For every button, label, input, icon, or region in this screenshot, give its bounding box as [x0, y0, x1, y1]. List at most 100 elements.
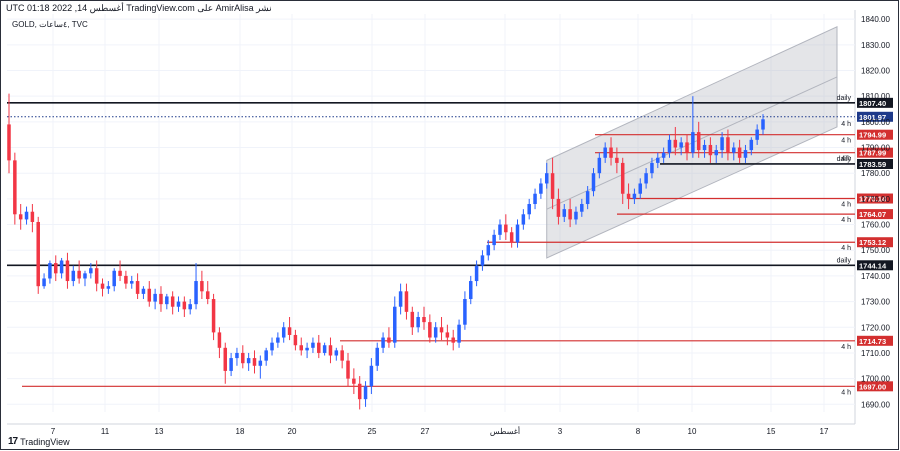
- x-tick-label: 11: [101, 427, 110, 436]
- publish-header: نشر AmirAlisa على TradingView.com أغسطس …: [6, 3, 272, 13]
- candle-body: [71, 270, 76, 282]
- candle-body: [59, 260, 64, 274]
- level-tag: 4 h: [841, 344, 851, 351]
- y-tick-label: 1700.00: [861, 375, 890, 384]
- candle-body: [357, 383, 362, 400]
- candle-body: [54, 263, 58, 274]
- logo-text: TradingView: [20, 436, 70, 447]
- candle-body: [305, 347, 309, 351]
- candle-body: [580, 204, 584, 212]
- y-tick-label: 1780.00: [861, 169, 890, 178]
- level-price-badge: [857, 147, 893, 158]
- candle-body: [644, 173, 648, 184]
- x-tick-label: 7: [51, 427, 56, 436]
- candle-body: [615, 157, 619, 163]
- y-tick-label: 1750.00: [861, 246, 890, 255]
- candle-body: [276, 337, 280, 343]
- grid: [7, 10, 856, 425]
- candle-body: [48, 263, 52, 279]
- y-tick-label: 1840.00: [861, 15, 890, 24]
- candle-body: [194, 281, 198, 305]
- level-tag: 4 h: [841, 389, 851, 396]
- candle-body: [299, 345, 304, 351]
- candle-body: [521, 214, 526, 225]
- candle-body: [422, 316, 426, 323]
- candle-body: [679, 142, 683, 148]
- candle-body: [457, 324, 461, 343]
- tradingview-logo-icon: 17: [8, 436, 18, 447]
- candle-body: [129, 281, 134, 284]
- level-price-badge: [857, 209, 893, 220]
- candle-body: [287, 327, 292, 335]
- candle-body: [498, 224, 502, 235]
- candle-body: [124, 275, 128, 284]
- candle-body: [188, 304, 192, 310]
- tradingview-logo[interactable]: 17 TradingView: [8, 436, 70, 447]
- candle-body: [737, 147, 742, 158]
- y-tick-label: 1710.00: [861, 349, 890, 358]
- candle-body: [106, 286, 111, 289]
- candle-body: [544, 173, 549, 184]
- candle-body: [726, 137, 730, 153]
- symbol-label: GOLD, ٤ساعات, TVC: [12, 20, 88, 29]
- candle-body: [241, 352, 245, 364]
- y-tick-label: 1810.00: [861, 92, 890, 101]
- x-tick-label: أغسطس: [490, 425, 520, 436]
- candle-body: [656, 157, 660, 163]
- candle-body: [252, 358, 257, 366]
- candle-body: [428, 322, 432, 338]
- y-tick-label: 1830.00: [861, 41, 890, 50]
- x-tick-label: 3: [558, 427, 563, 436]
- candle-body: [205, 291, 210, 300]
- candle-body: [509, 232, 514, 243]
- x-tick-label: 25: [368, 427, 377, 436]
- level-price-label: 1807.40: [859, 99, 886, 108]
- level-tag: 4 h: [841, 156, 851, 163]
- candle-body: [504, 224, 508, 233]
- candle-body: [632, 193, 637, 199]
- candle-body: [732, 147, 736, 153]
- candle-body: [65, 260, 70, 282]
- y-tick-label: 1770.00: [861, 195, 890, 204]
- candle-body: [135, 281, 140, 294]
- level-price-label: 1783.59: [859, 160, 886, 169]
- candle-body: [165, 296, 169, 305]
- candle-body: [141, 288, 146, 294]
- candle-body: [574, 211, 578, 220]
- candle-body: [597, 157, 602, 174]
- candle-body: [585, 191, 590, 205]
- candle-body: [661, 152, 666, 158]
- candle-body: [638, 183, 643, 194]
- level-price-label: 1770.14: [859, 195, 887, 204]
- candle-body: [89, 268, 93, 274]
- y-tick-label: 1690.00: [861, 400, 890, 409]
- candle-body: [591, 173, 596, 192]
- candle-body: [258, 360, 263, 366]
- level-price-label: 1764.07: [859, 210, 886, 219]
- candle-body: [100, 283, 105, 289]
- candle-body: [749, 139, 754, 151]
- candle-body: [112, 270, 116, 287]
- levels: daily 1807.40 4 h 1794.99 4 h 1787.99 daily 178…: [7, 95, 893, 396]
- candle-body: [393, 306, 397, 343]
- candle-body: [673, 139, 678, 148]
- candle-body: [223, 347, 228, 371]
- candles: [7, 93, 765, 410]
- level-price-badge: [857, 260, 893, 271]
- candle-body: [346, 360, 350, 379]
- candle-body: [328, 345, 333, 356]
- candle-body: [463, 299, 467, 325]
- candle-body: [153, 293, 157, 302]
- level-tag: 4 h: [841, 217, 851, 224]
- candle-body: [211, 299, 216, 333]
- candle-body: [410, 311, 415, 328]
- candle-body: [433, 327, 438, 338]
- candle-body: [439, 327, 444, 333]
- candle-body: [720, 137, 724, 151]
- level-price-label: 1787.99: [859, 149, 886, 158]
- candle-body: [620, 162, 625, 194]
- level-price-badge: [857, 97, 893, 108]
- candle-body: [404, 291, 409, 312]
